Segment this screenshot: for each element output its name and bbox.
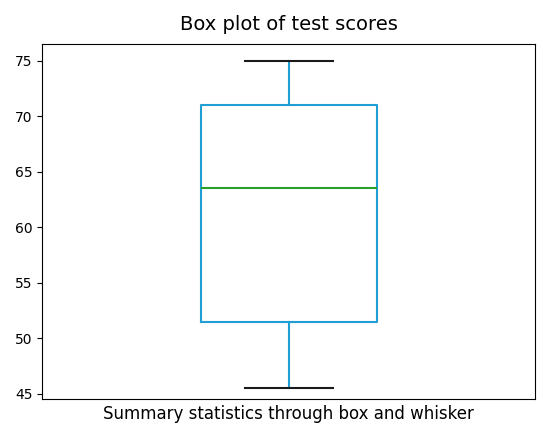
X-axis label: Summary statistics through box and whisker: Summary statistics through box and whisk… xyxy=(103,405,474,423)
Title: Box plot of test scores: Box plot of test scores xyxy=(180,15,398,34)
